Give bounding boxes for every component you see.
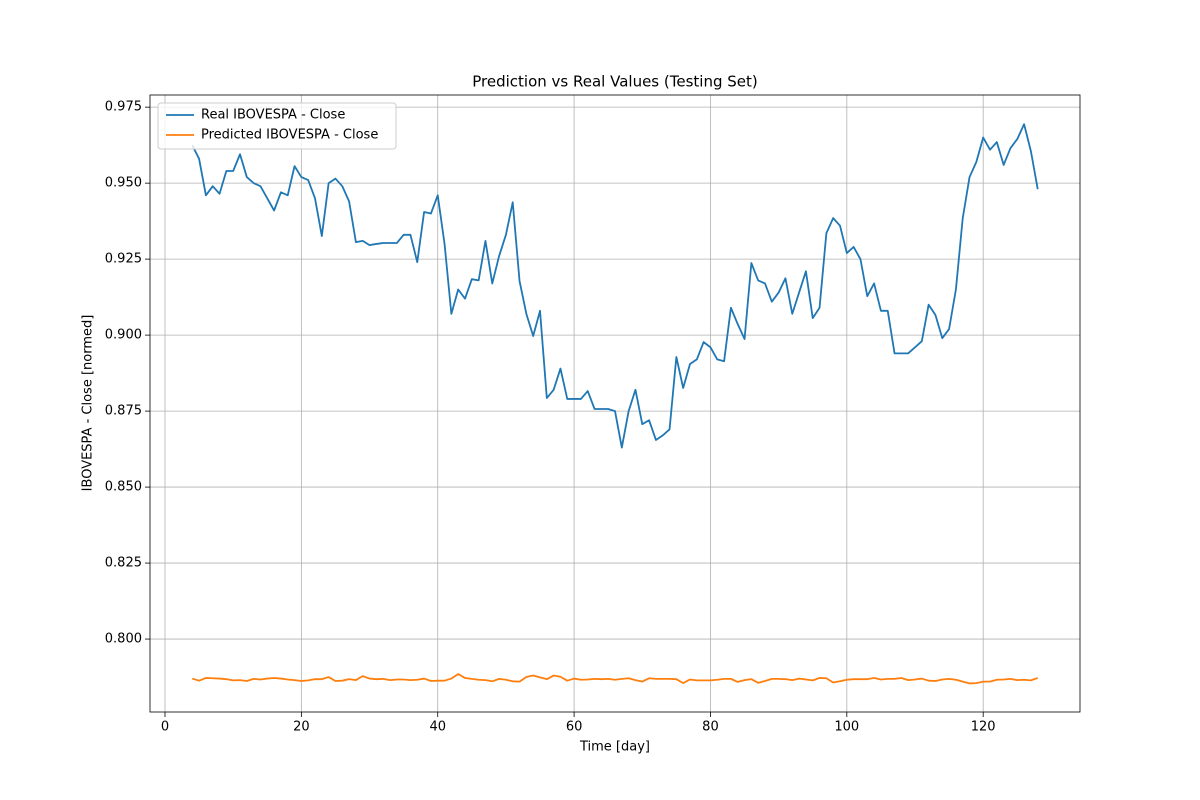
y-tick-label: 0.900	[105, 328, 142, 343]
x-tick-label: 0	[161, 720, 169, 735]
x-tick-label: 100	[834, 720, 859, 735]
data-line	[192, 673, 1039, 685]
chart-title: Prediction vs Real Values (Testing Set)	[472, 73, 757, 91]
x-tick-label: 120	[971, 720, 996, 735]
x-axis-label: Time [day]	[579, 740, 650, 755]
legend-label: Predicted IBOVESPA - Close	[201, 128, 378, 143]
legend: Real IBOVESPA - Close Predicted IBOVESPA …	[157, 102, 397, 150]
y-axis-label: IBOVESPA - Close [normed]	[81, 315, 96, 492]
y-tick-label: 0.975	[105, 100, 142, 115]
y-tick-label: 0.925	[105, 252, 142, 267]
legend-box	[157, 102, 397, 150]
x-tick-label: 40	[429, 720, 446, 735]
x-tick-label: 80	[702, 720, 719, 735]
y-tick-label: 0.800	[105, 632, 142, 647]
y-tick-label: 0.950	[105, 176, 142, 191]
x-tick-label: 60	[566, 720, 583, 735]
y-tick-label: 0.875	[105, 404, 142, 419]
x-tick-label: 20	[293, 720, 310, 735]
y-tick-label: 0.850	[105, 480, 142, 495]
y-tick-label: 0.825	[105, 556, 142, 571]
data-line	[191, 123, 1039, 449]
legend-label: Real IBOVESPA - Close	[201, 108, 345, 123]
axes-frame	[149, 94, 1081, 713]
